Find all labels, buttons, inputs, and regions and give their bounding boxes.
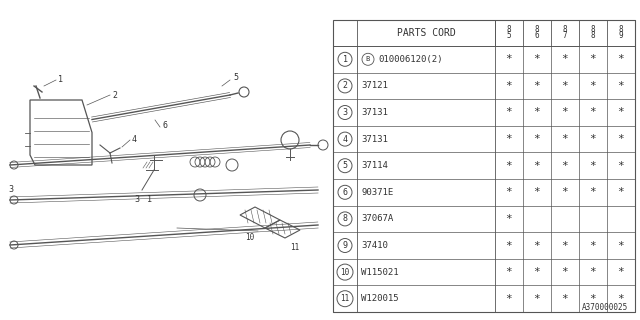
Text: 2: 2 — [342, 81, 348, 90]
Text: 37067A: 37067A — [361, 214, 393, 223]
Text: *: * — [562, 187, 568, 197]
Text: 1: 1 — [147, 196, 152, 204]
Text: 6: 6 — [342, 188, 348, 197]
Text: 11: 11 — [291, 244, 300, 252]
Text: *: * — [534, 108, 540, 117]
Text: W115021: W115021 — [361, 268, 399, 276]
Text: *: * — [534, 54, 540, 64]
Text: *: * — [506, 241, 513, 251]
Text: 5: 5 — [342, 161, 348, 170]
Text: *: * — [589, 294, 596, 304]
Text: *: * — [562, 161, 568, 171]
Text: *: * — [618, 187, 625, 197]
Text: A370000025: A370000025 — [582, 303, 628, 312]
Text: 8: 8 — [619, 26, 623, 35]
Text: *: * — [562, 54, 568, 64]
Text: *: * — [589, 267, 596, 277]
Text: B: B — [366, 56, 370, 62]
Text: *: * — [534, 241, 540, 251]
Text: 10: 10 — [340, 268, 349, 276]
Bar — [333, 20, 635, 312]
Text: PARTS CORD: PARTS CORD — [397, 28, 456, 38]
Text: *: * — [506, 54, 513, 64]
Text: 5: 5 — [234, 74, 239, 83]
Text: 37121: 37121 — [361, 81, 388, 90]
Text: 8: 8 — [591, 26, 595, 35]
Text: *: * — [618, 54, 625, 64]
Text: 8: 8 — [563, 26, 567, 35]
Text: *: * — [618, 267, 625, 277]
Text: 7: 7 — [563, 31, 567, 41]
Text: 11: 11 — [340, 294, 349, 303]
Text: *: * — [506, 134, 513, 144]
Text: *: * — [534, 294, 540, 304]
Text: 9: 9 — [619, 31, 623, 41]
Text: *: * — [506, 108, 513, 117]
Text: *: * — [589, 54, 596, 64]
Text: W120015: W120015 — [361, 294, 399, 303]
Text: *: * — [618, 294, 625, 304]
Text: *: * — [562, 267, 568, 277]
Text: 8: 8 — [507, 26, 511, 35]
Text: 3: 3 — [8, 186, 13, 195]
Text: *: * — [506, 81, 513, 91]
Text: 37131: 37131 — [361, 135, 388, 144]
Text: 37114: 37114 — [361, 161, 388, 170]
Text: *: * — [534, 161, 540, 171]
Text: 8: 8 — [342, 214, 348, 223]
Text: *: * — [562, 294, 568, 304]
Text: *: * — [506, 161, 513, 171]
Text: 10: 10 — [245, 233, 255, 242]
Text: *: * — [534, 81, 540, 91]
Text: 1: 1 — [58, 76, 63, 84]
Text: *: * — [618, 134, 625, 144]
Text: 8: 8 — [534, 26, 540, 35]
Text: *: * — [618, 108, 625, 117]
Text: 6: 6 — [534, 31, 540, 41]
Text: *: * — [506, 267, 513, 277]
Text: *: * — [589, 187, 596, 197]
Text: *: * — [618, 81, 625, 91]
Text: 4: 4 — [342, 135, 348, 144]
Text: *: * — [589, 108, 596, 117]
Text: *: * — [589, 134, 596, 144]
Text: *: * — [618, 161, 625, 171]
Text: 90371E: 90371E — [361, 188, 393, 197]
Text: *: * — [506, 214, 513, 224]
Text: *: * — [562, 134, 568, 144]
Text: 9: 9 — [342, 241, 348, 250]
Text: *: * — [589, 81, 596, 91]
Text: 1: 1 — [342, 55, 348, 64]
Text: *: * — [589, 241, 596, 251]
Text: *: * — [562, 241, 568, 251]
Text: 37410: 37410 — [361, 241, 388, 250]
Text: 4: 4 — [132, 135, 137, 145]
Text: 5: 5 — [507, 31, 511, 41]
Text: 6: 6 — [163, 121, 168, 130]
Text: *: * — [618, 241, 625, 251]
Text: *: * — [534, 134, 540, 144]
Text: *: * — [506, 294, 513, 304]
Text: 3: 3 — [342, 108, 348, 117]
Text: *: * — [562, 81, 568, 91]
Text: *: * — [562, 108, 568, 117]
Text: 2: 2 — [112, 91, 117, 100]
Text: *: * — [506, 187, 513, 197]
Text: *: * — [534, 187, 540, 197]
Text: 8: 8 — [591, 31, 595, 41]
Text: 010006120(2): 010006120(2) — [378, 55, 442, 64]
Text: *: * — [534, 267, 540, 277]
Text: 3: 3 — [134, 196, 140, 204]
Text: *: * — [589, 161, 596, 171]
Text: 37131: 37131 — [361, 108, 388, 117]
